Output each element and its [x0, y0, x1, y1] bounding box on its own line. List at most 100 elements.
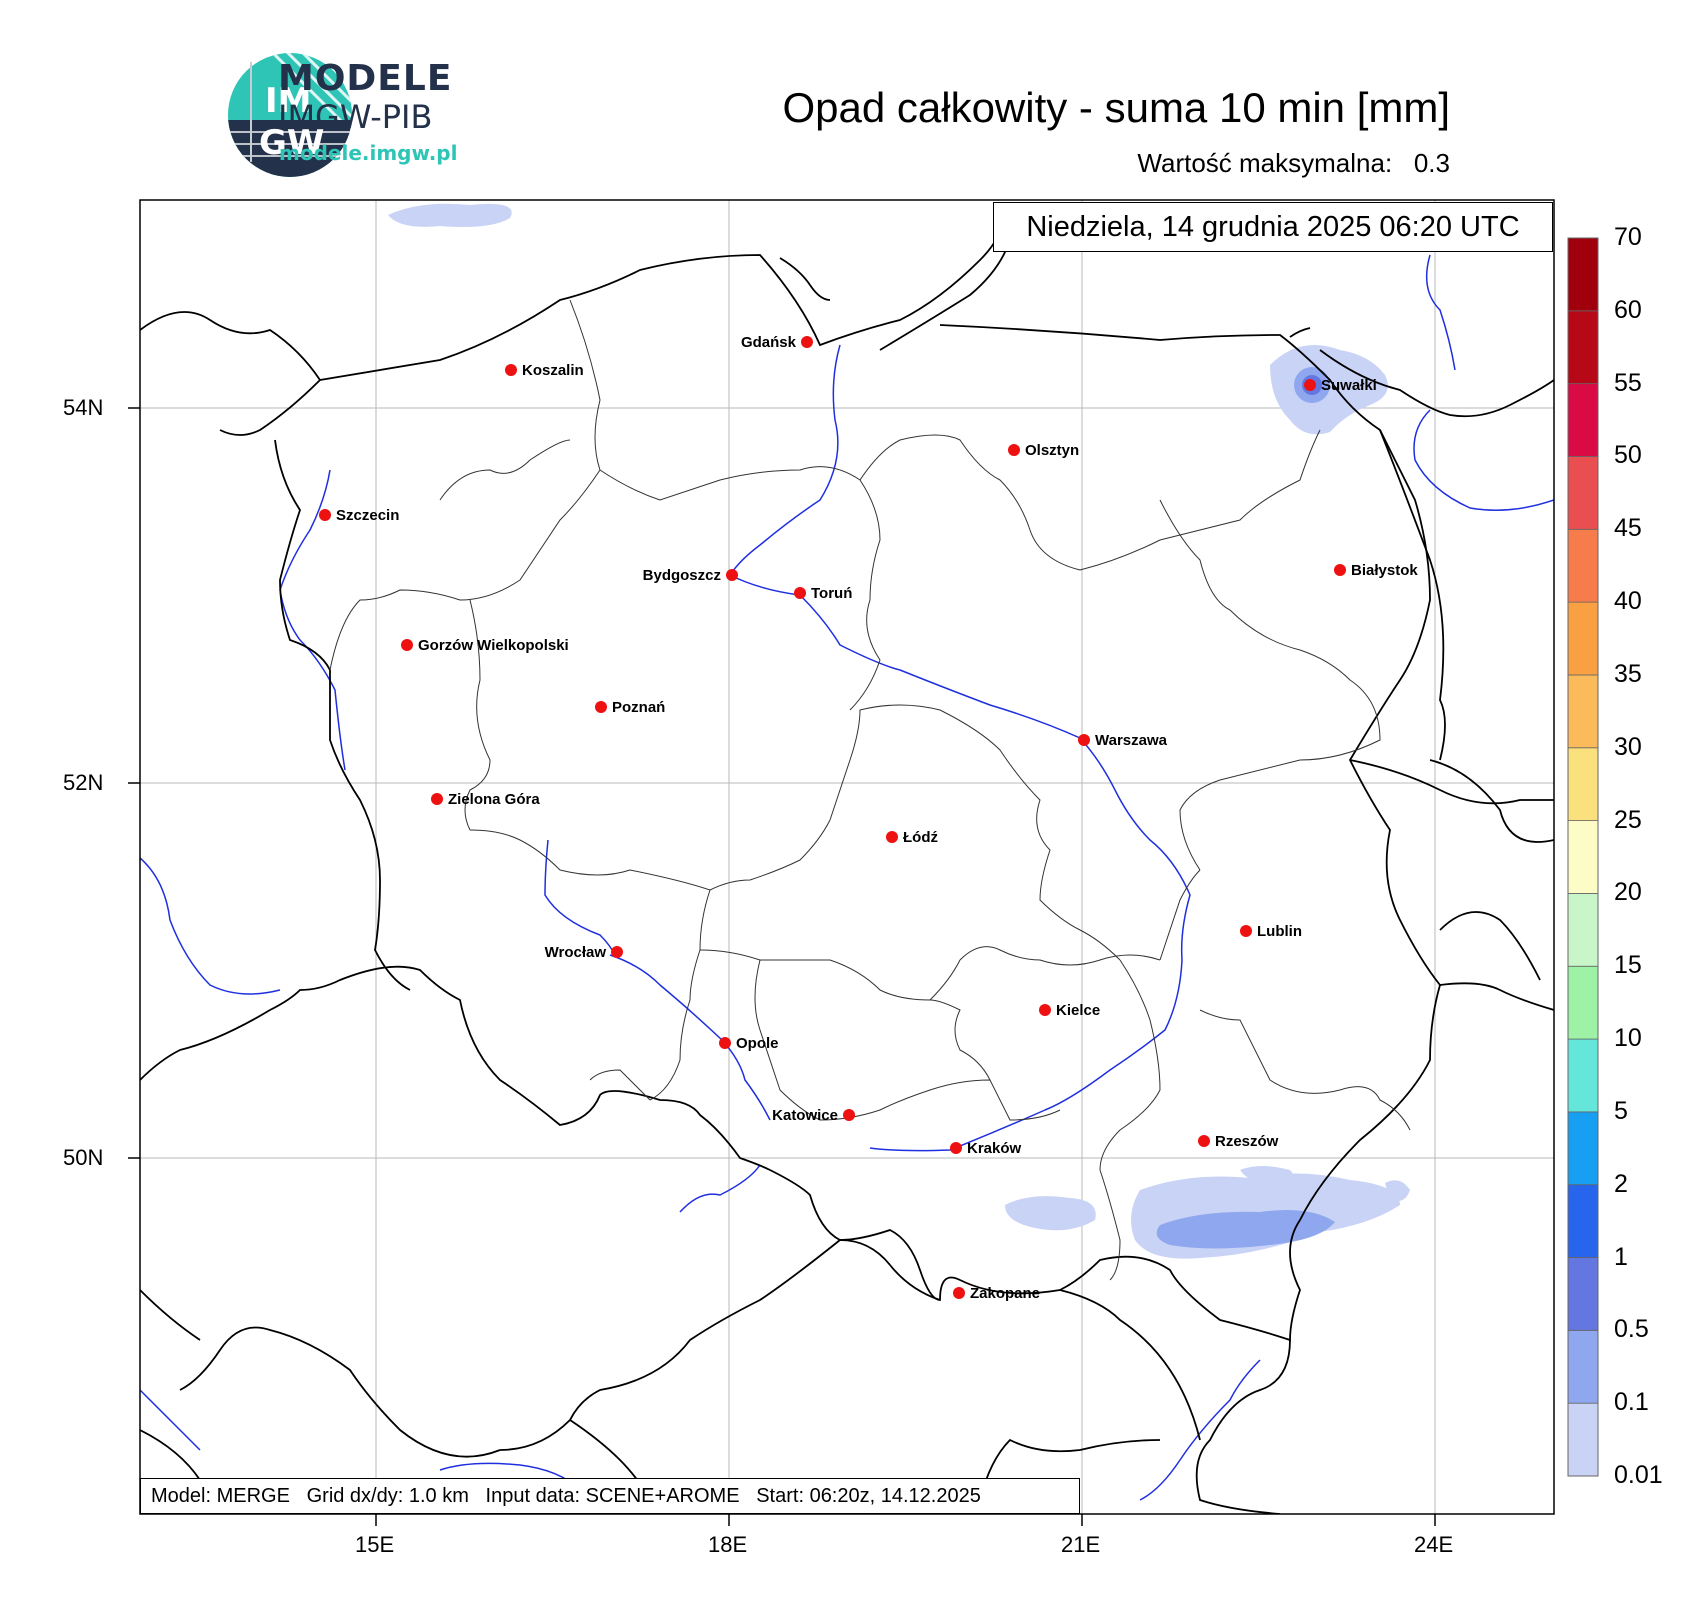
max-value-label: Wartość maksymalna:	[1137, 148, 1393, 178]
city-marker: Gdańsk	[741, 334, 813, 351]
city-label: Łódź	[903, 829, 938, 846]
city-marker: Opole	[719, 1035, 779, 1052]
cities: Gdańsk Koszalin Suwałki Olsztyn Szczecin Biał…	[319, 334, 1418, 1302]
city-dot	[843, 1109, 855, 1121]
city-label: Gdańsk	[741, 334, 797, 351]
logo-badge-bottom: GW	[259, 123, 324, 163]
legend-swatch	[1567, 1111, 1599, 1186]
lon-tick-18e: 18E	[708, 1532, 748, 1557]
city-marker: Lublin	[1240, 923, 1302, 940]
city-label: Koszalin	[522, 362, 584, 379]
city-dot	[794, 587, 806, 599]
borders	[140, 224, 1554, 1514]
city-label: Poznań	[612, 699, 665, 716]
city-label: Kraków	[967, 1140, 1022, 1157]
city-dot	[401, 639, 413, 651]
legend-level-label: 35	[1614, 659, 1642, 688]
city-dot	[1334, 564, 1346, 576]
city-dot	[726, 569, 738, 581]
city-dot	[505, 364, 517, 376]
imgw-logo: IM GW	[228, 53, 352, 177]
legend-swatch	[1567, 601, 1599, 676]
legend-swatch	[1567, 1329, 1599, 1404]
legend-swatch	[1567, 528, 1599, 603]
city-dot	[1304, 379, 1316, 391]
legend-level-label: 60	[1614, 295, 1642, 324]
city-marker: Łódź	[886, 829, 938, 846]
legend-swatch	[1567, 383, 1599, 457]
city-marker: Szczecin	[319, 507, 399, 524]
logo-divider	[250, 62, 252, 162]
city-dot	[319, 509, 331, 521]
legend-swatch	[1567, 965, 1599, 1040]
logo-url[interactable]: modele.imgw.pl	[279, 141, 458, 165]
city-dot	[1008, 444, 1020, 456]
legend-colorbar	[1567, 237, 1599, 1477]
legend-level-label: 2	[1614, 1169, 1628, 1198]
city-marker: Koszalin	[505, 362, 584, 379]
city-label: Olsztyn	[1025, 442, 1079, 459]
city-label: Rzeszów	[1215, 1133, 1279, 1150]
legend-level-label: 0.5	[1614, 1315, 1649, 1344]
city-marker: Kielce	[1039, 1002, 1100, 1019]
city-label: Wrocław	[545, 944, 607, 961]
logo-subtitle: IMGW-PIB	[278, 98, 433, 136]
city-dot	[801, 336, 813, 348]
legend-level-label: 30	[1614, 732, 1642, 761]
city-label: Zielona Góra	[448, 791, 540, 808]
legend-swatch	[1567, 747, 1599, 821]
city-dot	[431, 793, 443, 805]
city-label: Opole	[736, 1035, 779, 1052]
city-marker: Bydgoszcz	[643, 567, 738, 584]
graticule	[140, 200, 1554, 1514]
city-marker: Zielona Góra	[431, 791, 540, 808]
lat-tick-54n: 54N	[63, 395, 104, 420]
city-marker: Olsztyn	[1008, 442, 1079, 459]
legend-level-label: 0.01	[1614, 1461, 1663, 1489]
legend-level-label: 40	[1614, 587, 1642, 616]
city-marker: Poznań	[595, 699, 665, 716]
logo-title: MODELE	[278, 58, 453, 99]
legend-swatch	[1567, 1038, 1599, 1113]
max-value: 0.3	[1413, 148, 1450, 178]
city-dot	[950, 1142, 962, 1154]
city-label: Szczecin	[336, 507, 399, 524]
lat-tick-52n: 52N	[63, 770, 104, 795]
city-dot	[1078, 734, 1090, 746]
city-marker: Toruń	[794, 585, 852, 602]
city-marker: Wrocław	[545, 944, 623, 961]
city-marker: Białystok	[1334, 562, 1418, 579]
city-label: Bydgoszcz	[643, 567, 721, 584]
logo-badge-top: IM	[265, 81, 311, 121]
legend-level-label: 55	[1614, 368, 1642, 397]
map-title: Opad całkowity - suma 10 min [mm]	[782, 84, 1450, 131]
city-dot	[1198, 1135, 1210, 1147]
city-dot	[886, 831, 898, 843]
city-label: Toruń	[811, 585, 852, 602]
city-label: Lublin	[1257, 923, 1302, 940]
lon-tick-15e: 15E	[355, 1532, 395, 1557]
legend-frame	[1567, 237, 1599, 1477]
legend-level-label: 45	[1614, 514, 1642, 543]
city-marker: Warszawa	[1078, 732, 1168, 749]
voivodeship-boundaries	[329, 299, 1411, 1281]
city-label: Białystok	[1351, 562, 1418, 579]
lon-tick-24e: 24E	[1414, 1532, 1454, 1557]
map-frame	[139, 199, 1555, 1515]
legend-level-label: 10	[1614, 1024, 1642, 1053]
legend-swatch	[1567, 237, 1599, 312]
legend-level-label: 70	[1614, 223, 1642, 251]
legend-swatch	[1567, 893, 1599, 967]
city-marker: Zakopane	[953, 1285, 1040, 1302]
legend-level-label: 0.1	[1614, 1388, 1649, 1417]
legend-level-label: 5	[1614, 1096, 1628, 1125]
city-dot	[953, 1287, 965, 1299]
lon-tick-21e: 21E	[1061, 1532, 1101, 1557]
lat-tick-50n: 50N	[63, 1145, 104, 1170]
city-marker: Gorzów Wielkopolski	[401, 637, 569, 654]
city-label: Zakopane	[970, 1285, 1040, 1302]
city-marker: Rzeszów	[1198, 1133, 1279, 1150]
city-label: Katowice	[772, 1107, 838, 1124]
legend-swatch	[1567, 1257, 1599, 1331]
